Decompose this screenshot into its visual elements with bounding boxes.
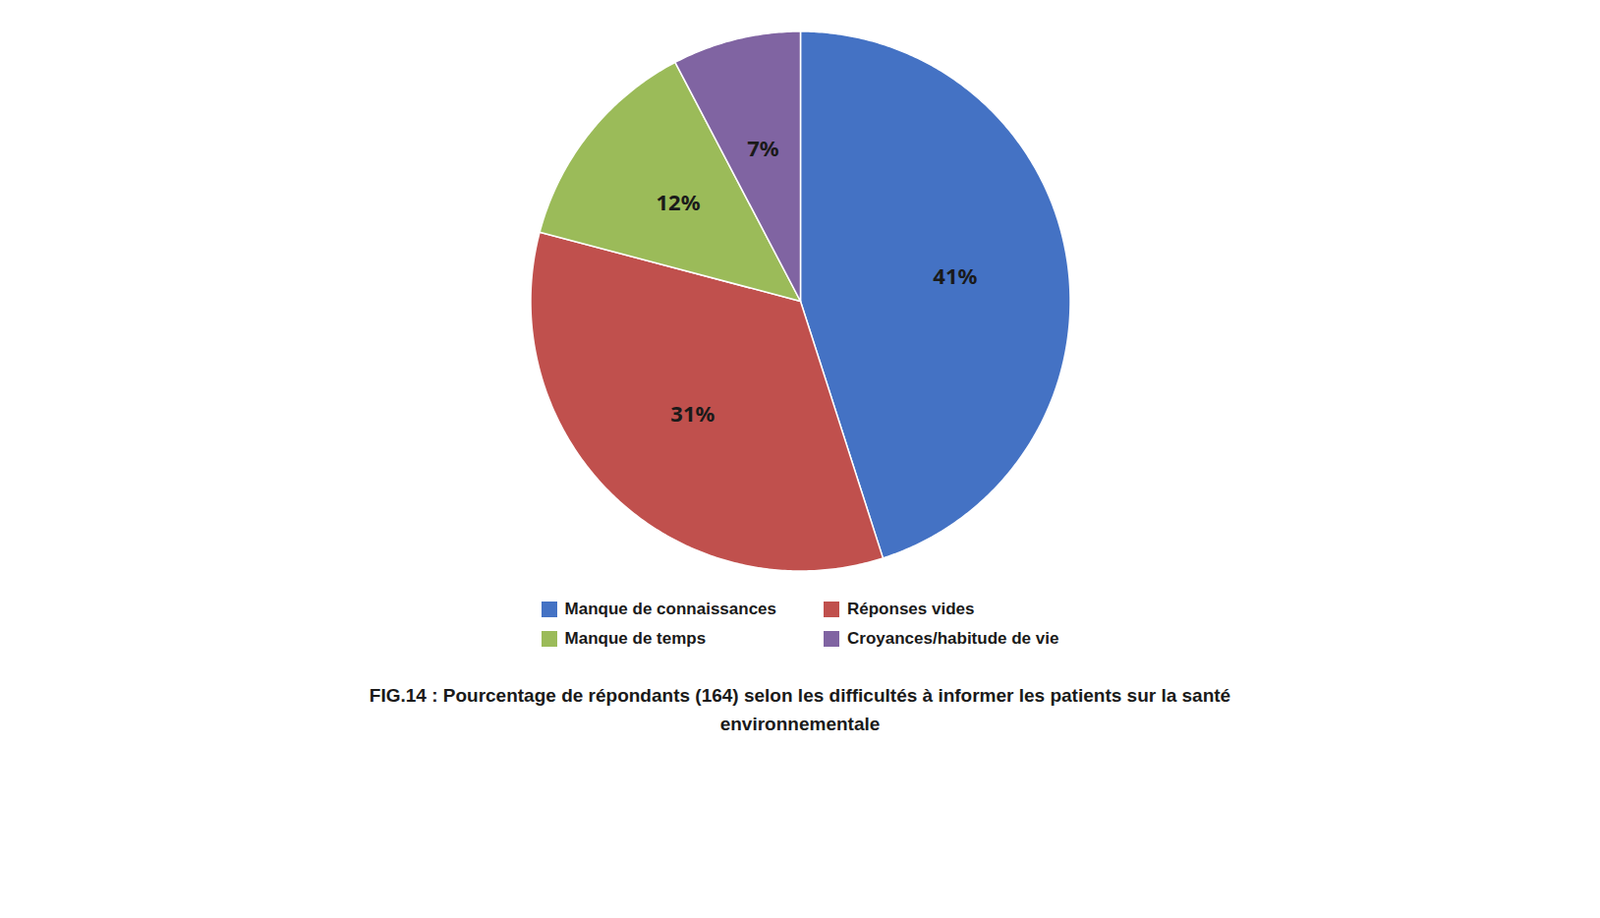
html-text:Réponses vides: Réponses vides [847,599,975,619]
html-text:Manque de temps: Manque de temps [564,628,706,648]
svg-text:12%: 12% [656,186,701,217]
svg-text:31%: 31% [670,398,715,428]
svg-text:7%: 7% [746,132,780,163]
html-text:FIG.14 : Pourcentage de répond: FIG.14 : Pourcentage de répondants (164)… [369,685,1231,734]
html-text:Croyances/habitude de vie: Croyances/habitude de vie [847,628,1059,648]
svg-text:41%: 41% [932,260,977,290]
html-text:Manque de connaissances: Manque de connaissances [564,599,777,619]
